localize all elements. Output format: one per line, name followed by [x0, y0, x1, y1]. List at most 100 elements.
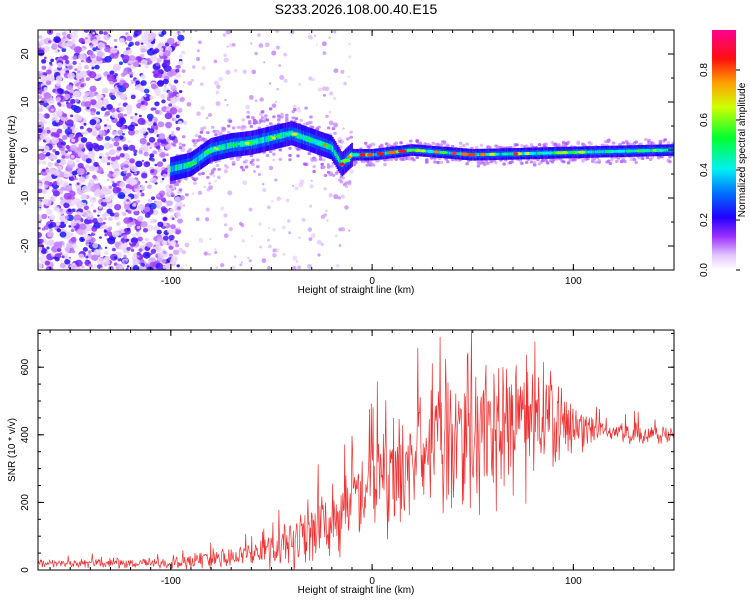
spectrogram-cell [97, 51, 104, 58]
spectrogram-cell [255, 164, 260, 169]
spectrogram-cell [225, 165, 229, 169]
spectrogram-cell [267, 205, 271, 210]
spectrogram-cell [43, 86, 49, 92]
spectrogram-cell [164, 84, 167, 88]
spectrogram-cell [639, 142, 643, 146]
spectrogram-cell [178, 89, 183, 94]
spectrogram-cell [153, 227, 157, 231]
spectrogram-cell [109, 70, 115, 76]
spectrogram-cell [146, 142, 151, 146]
spectrogram-cell [418, 141, 423, 145]
spectrogram-cell [230, 143, 238, 147]
spectrogram-cell [479, 152, 487, 157]
spectrogram-cell [171, 130, 175, 134]
spectrogram-cell [59, 262, 66, 269]
spectrogram-cell [623, 159, 627, 164]
spectrogram-cell [217, 167, 221, 172]
spectrogram-cell [79, 236, 86, 243]
spectrogram-cell [178, 32, 182, 35]
spectrogram-cell [510, 152, 513, 156]
spectrogram-cell [183, 163, 186, 170]
spectrogram-cell [261, 258, 267, 263]
spectrogram-cell [58, 221, 67, 229]
spectrogram-cell [576, 141, 580, 145]
spectrogram-cell [308, 237, 313, 241]
spectrogram-cell [154, 163, 158, 167]
spectrogram-cell [69, 82, 72, 85]
spectrogram-cell [62, 35, 66, 39]
spectrogram-cell [316, 239, 322, 245]
spectrogram-cell [323, 173, 328, 178]
spectrogram-cell [220, 206, 225, 211]
spectrogram-cell [140, 104, 148, 112]
spectrogram-cell [121, 263, 126, 267]
spectrogram-cell [66, 199, 72, 204]
spectrogram-cell [599, 150, 602, 154]
spectrogram-cell [271, 103, 277, 108]
spectrogram-cell [296, 132, 299, 139]
spectrogram-cell [280, 115, 284, 119]
spectrogram-cell [73, 214, 82, 222]
spectrogram-cell [150, 169, 155, 174]
spectrogram-cell [93, 209, 97, 213]
spectrogram-cell [552, 158, 556, 162]
spectrogram-cell [80, 137, 88, 143]
spectrogram-cell [188, 148, 192, 152]
spectrogram-cell [177, 120, 183, 126]
spectrogram-cell [72, 123, 76, 127]
spectrogram-cell [50, 167, 55, 171]
spectrogram-cell [242, 69, 247, 74]
spectrogram-cell [104, 217, 107, 220]
spectrogram-cell [512, 152, 519, 156]
spectrogram-cell [164, 144, 172, 150]
spectrogram-cell [608, 161, 613, 166]
spectrogram-cell [108, 149, 116, 156]
spectrogram-cell [129, 158, 135, 164]
spectrogram-cell [119, 93, 128, 101]
spectrogram-cell [71, 138, 76, 143]
y-tick-label: 200 [20, 494, 31, 511]
spectrogram-cell [214, 133, 218, 137]
spectrogram-cell [48, 66, 52, 70]
spectrogram-cell [205, 150, 207, 157]
spectrogram-cell [212, 174, 216, 178]
spectrogram-cell [75, 114, 83, 122]
spectrogram-cell [106, 162, 111, 166]
spectrogram-cell [311, 77, 316, 82]
spectrogram-cell [288, 153, 292, 158]
spectrogram-cell [223, 169, 228, 174]
spectrogram-cell [326, 126, 331, 130]
spectrogram-cell [91, 131, 98, 137]
spectrogram-cell [41, 145, 50, 153]
spectrogram-cell [325, 114, 329, 118]
spectrogram-cell [172, 143, 176, 147]
spectrogram-cell [159, 152, 166, 158]
spectrogram-cell [160, 206, 167, 212]
spectrogram-cell [162, 158, 167, 162]
spectrogram-cell [45, 80, 52, 86]
spectrogram-cell [311, 140, 319, 144]
spectrogram-cell [274, 248, 279, 253]
spectrogram-cell [44, 136, 51, 142]
spectrogram-cell [74, 90, 78, 94]
spectrogram-cell [177, 164, 180, 171]
spectrogram-cell [265, 153, 270, 158]
spectrogram-cell [64, 59, 70, 64]
spectrogram-cell [201, 153, 204, 160]
spectrogram-cell [106, 202, 113, 209]
spectrogram-cell [85, 244, 89, 247]
spectrogram-cell [524, 160, 529, 165]
spectrogram-cell [314, 34, 317, 37]
snr-background [38, 330, 674, 570]
spectrogram-cell [268, 82, 272, 85]
spectrogram-cell [298, 82, 302, 87]
spectrogram-cell [475, 153, 478, 157]
spectrogram-cell [69, 114, 74, 118]
spectrogram-cell [261, 137, 264, 144]
spectrogram-cell [529, 143, 534, 147]
spectrogram-cell [365, 163, 370, 167]
spectrogram-cell [224, 99, 227, 102]
spectrogram-cell [139, 265, 143, 269]
spectrogram-cell [57, 165, 63, 171]
spectrogram-cell [38, 152, 46, 161]
